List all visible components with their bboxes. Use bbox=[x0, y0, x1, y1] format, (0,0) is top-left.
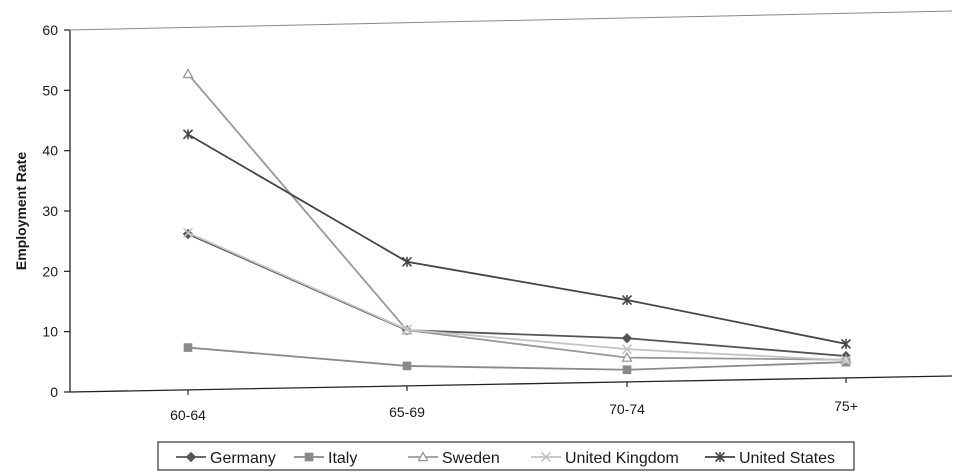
legend-label: United Kingdom bbox=[565, 450, 679, 467]
series-layer bbox=[182, 68, 852, 375]
series-line-united-kingdom bbox=[187, 231, 847, 362]
legend-marker bbox=[540, 451, 552, 463]
data-point-united-kingdom bbox=[182, 227, 194, 238]
series-united-kingdom bbox=[182, 227, 852, 366]
x-tick-label: 65-69 bbox=[389, 404, 425, 420]
data-point-united-kingdom bbox=[401, 324, 413, 335]
data-point-italy bbox=[622, 365, 632, 375]
legend-label: Germany bbox=[210, 450, 276, 467]
y-tick-label: 40 bbox=[42, 143, 58, 159]
series-line-sweden bbox=[187, 73, 847, 361]
legend-label: Sweden bbox=[442, 450, 500, 467]
series-line-germany bbox=[187, 233, 847, 357]
y-axis-ticks: 0 10 20 30 40 50 60 bbox=[42, 22, 70, 400]
y-tick-label: 50 bbox=[42, 82, 58, 98]
series-line-italy bbox=[187, 346, 847, 371]
y-tick-label: 0 bbox=[50, 384, 58, 400]
y-tick-label: 20 bbox=[42, 263, 58, 279]
y-tick-label: 60 bbox=[42, 22, 58, 38]
series-germany bbox=[182, 228, 852, 362]
legend-item-sweden: Sweden bbox=[408, 450, 500, 467]
data-point-italy bbox=[183, 343, 193, 352]
legend-marker bbox=[714, 451, 726, 463]
data-point-sweden bbox=[182, 68, 194, 79]
data-point-italy bbox=[402, 361, 412, 371]
data-point-united-states bbox=[840, 338, 852, 349]
legend-marker bbox=[304, 452, 314, 462]
y-tick-label: 30 bbox=[42, 203, 58, 219]
data-point-united-states bbox=[621, 294, 633, 306]
legend-item-germany: Germany bbox=[176, 450, 276, 467]
data-point-united-kingdom bbox=[621, 344, 633, 355]
x-axis-line bbox=[69, 375, 953, 393]
legend-label: Italy bbox=[328, 450, 357, 467]
data-point-united-states bbox=[182, 129, 194, 140]
x-axis-ticks: 60-64 65-69 70-74 75+ bbox=[170, 377, 858, 423]
plot-top-border bbox=[69, 10, 953, 31]
legend-item-united-kingdom: United Kingdom bbox=[531, 450, 679, 467]
legend-label: United States bbox=[739, 450, 835, 467]
data-point-united-kingdom bbox=[840, 355, 852, 366]
data-point-sweden bbox=[621, 351, 633, 362]
y-axis-title: Employment Rate bbox=[13, 152, 29, 270]
legend-marker bbox=[417, 451, 429, 462]
series-line-united-states bbox=[187, 133, 847, 345]
legend-box bbox=[157, 441, 855, 471]
data-point-germany bbox=[621, 333, 633, 344]
series-sweden bbox=[182, 68, 852, 364]
legend-item-united-states: United States bbox=[705, 450, 835, 467]
x-tick-label: 60-64 bbox=[170, 407, 206, 423]
y-tick-label: 10 bbox=[42, 324, 58, 340]
x-tick-label: 75+ bbox=[834, 398, 858, 414]
x-tick-label: 70-74 bbox=[609, 401, 645, 417]
legend: Germany Italy Sweden United Kingdom United S… bbox=[157, 441, 855, 471]
legend-item-italy: Italy bbox=[294, 450, 357, 467]
data-point-germany bbox=[182, 228, 194, 240]
legend-marker bbox=[185, 451, 197, 463]
data-point-united-states bbox=[401, 256, 413, 267]
series-united-states bbox=[182, 129, 852, 349]
